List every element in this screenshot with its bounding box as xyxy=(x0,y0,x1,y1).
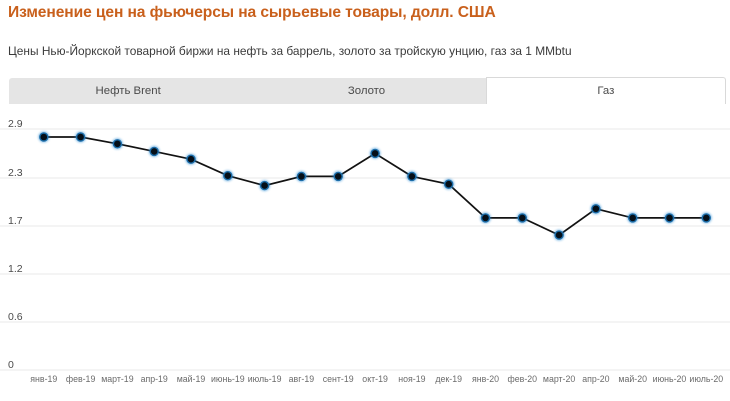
svg-text:сент-19: сент-19 xyxy=(323,374,354,384)
svg-text:0.6: 0.6 xyxy=(8,311,23,323)
svg-text:июнь-19: июнь-19 xyxy=(211,374,245,384)
svg-text:июль-19: июль-19 xyxy=(248,374,282,384)
svg-text:май-20: май-20 xyxy=(618,374,647,384)
svg-text:янв-19: янв-19 xyxy=(30,374,57,384)
svg-text:апр-19: апр-19 xyxy=(141,374,168,384)
svg-text:фев-19: фев-19 xyxy=(66,374,96,384)
svg-text:июнь-20: июнь-20 xyxy=(653,374,687,384)
svg-text:май-19: май-19 xyxy=(177,374,206,384)
svg-text:март-19: март-19 xyxy=(101,374,133,384)
svg-text:янв-20: янв-20 xyxy=(472,374,499,384)
svg-text:1.7: 1.7 xyxy=(8,215,23,227)
svg-text:2.3: 2.3 xyxy=(8,167,23,179)
svg-text:авг-19: авг-19 xyxy=(289,374,315,384)
svg-text:окт-19: окт-19 xyxy=(362,374,388,384)
svg-text:ноя-19: ноя-19 xyxy=(398,374,425,384)
svg-text:фев-20: фев-20 xyxy=(508,374,538,384)
svg-text:июль-20: июль-20 xyxy=(689,374,723,384)
svg-text:1.2: 1.2 xyxy=(8,263,23,275)
svg-text:март-20: март-20 xyxy=(543,374,575,384)
svg-text:дек-19: дек-19 xyxy=(435,374,462,384)
svg-text:0: 0 xyxy=(8,359,14,371)
svg-text:апр-20: апр-20 xyxy=(582,374,609,384)
svg-text:2.9: 2.9 xyxy=(8,118,23,130)
